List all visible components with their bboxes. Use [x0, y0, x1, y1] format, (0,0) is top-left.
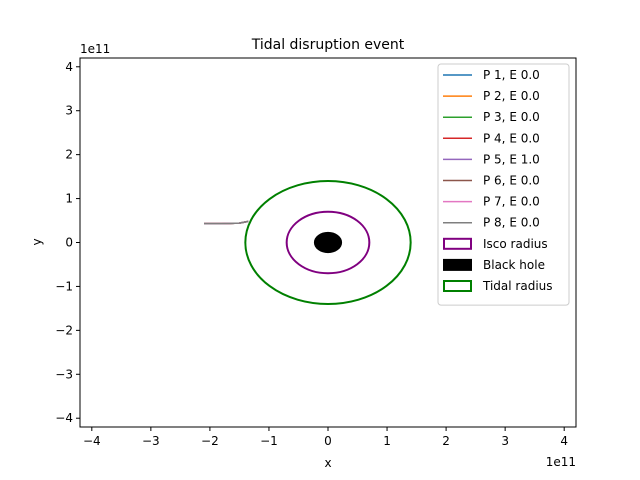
x-offset-label: 1e11	[546, 455, 576, 469]
x-tick-label: 2	[442, 434, 450, 448]
legend-label-p1: P 1, E 0.0	[483, 68, 540, 82]
axes: −4 −3 −2 −1 0 1 2 3 4 −4 −3 −2 −1 0 1 2 3 4	[55, 57, 577, 448]
y-tick-label: 2	[65, 148, 73, 162]
y-tick-label: 4	[65, 60, 73, 74]
legend-label-black-hole: Black hole	[483, 258, 545, 272]
y-tick-label: 1	[65, 192, 73, 206]
x-tick-label: 3	[501, 434, 509, 448]
legend-label-isco-radius: Isco radius	[483, 237, 548, 251]
x-tick-label: 1	[383, 434, 391, 448]
x-tick-label: −2	[201, 434, 219, 448]
legend-label-p4: P 4, E 0.0	[483, 131, 540, 145]
legend-swatch-isco-radius	[443, 237, 472, 250]
y-tick-label: −2	[55, 323, 73, 337]
y-tick-label: 0	[65, 236, 73, 250]
x-tick-label: 4	[560, 434, 568, 448]
legend-label-p2: P 2, E 0.0	[483, 89, 540, 103]
y-tick-label: −4	[55, 411, 73, 425]
x-tick-label: −3	[142, 434, 160, 448]
legend-label-p3: P 3, E 0.0	[483, 110, 540, 124]
legend-label-p8: P 8, E 0.0	[483, 216, 540, 230]
legend-label-tidal-radius: Tidal radius	[482, 279, 553, 293]
legend-label-p7: P 7, E 0.0	[483, 195, 540, 209]
legend-swatch-black-hole	[443, 258, 472, 271]
tidal-radius-circle	[244, 180, 412, 305]
chart-title: Tidal disruption event	[251, 37, 405, 53]
legend-swatch-tidal-radius	[443, 280, 472, 292]
x-tick-label: −4	[83, 434, 101, 448]
y-axis-label: y	[30, 238, 44, 245]
y-tick-label: −3	[55, 367, 73, 381]
x-axis-label: x	[324, 456, 331, 470]
legend: P 1, E 0.0 P 2, E 0.0 P 3, E 0.0 P 4, E 0.0…	[437, 63, 570, 306]
y-tick-label: 3	[65, 104, 73, 118]
legend-label-p6: P 6, E 0.0	[483, 174, 540, 188]
black-hole-circle	[313, 231, 343, 254]
x-tick-label: 0	[324, 434, 332, 448]
legend-label-p5: P 5, E 1.0	[483, 152, 540, 166]
x-tick-label: −1	[260, 434, 278, 448]
y-tick-label: −1	[55, 279, 73, 293]
plot-area	[204, 180, 412, 305]
series-line-p8	[204, 220, 249, 225]
y-offset-label: 1e11	[80, 42, 110, 56]
isco-radius-circle	[285, 210, 371, 275]
